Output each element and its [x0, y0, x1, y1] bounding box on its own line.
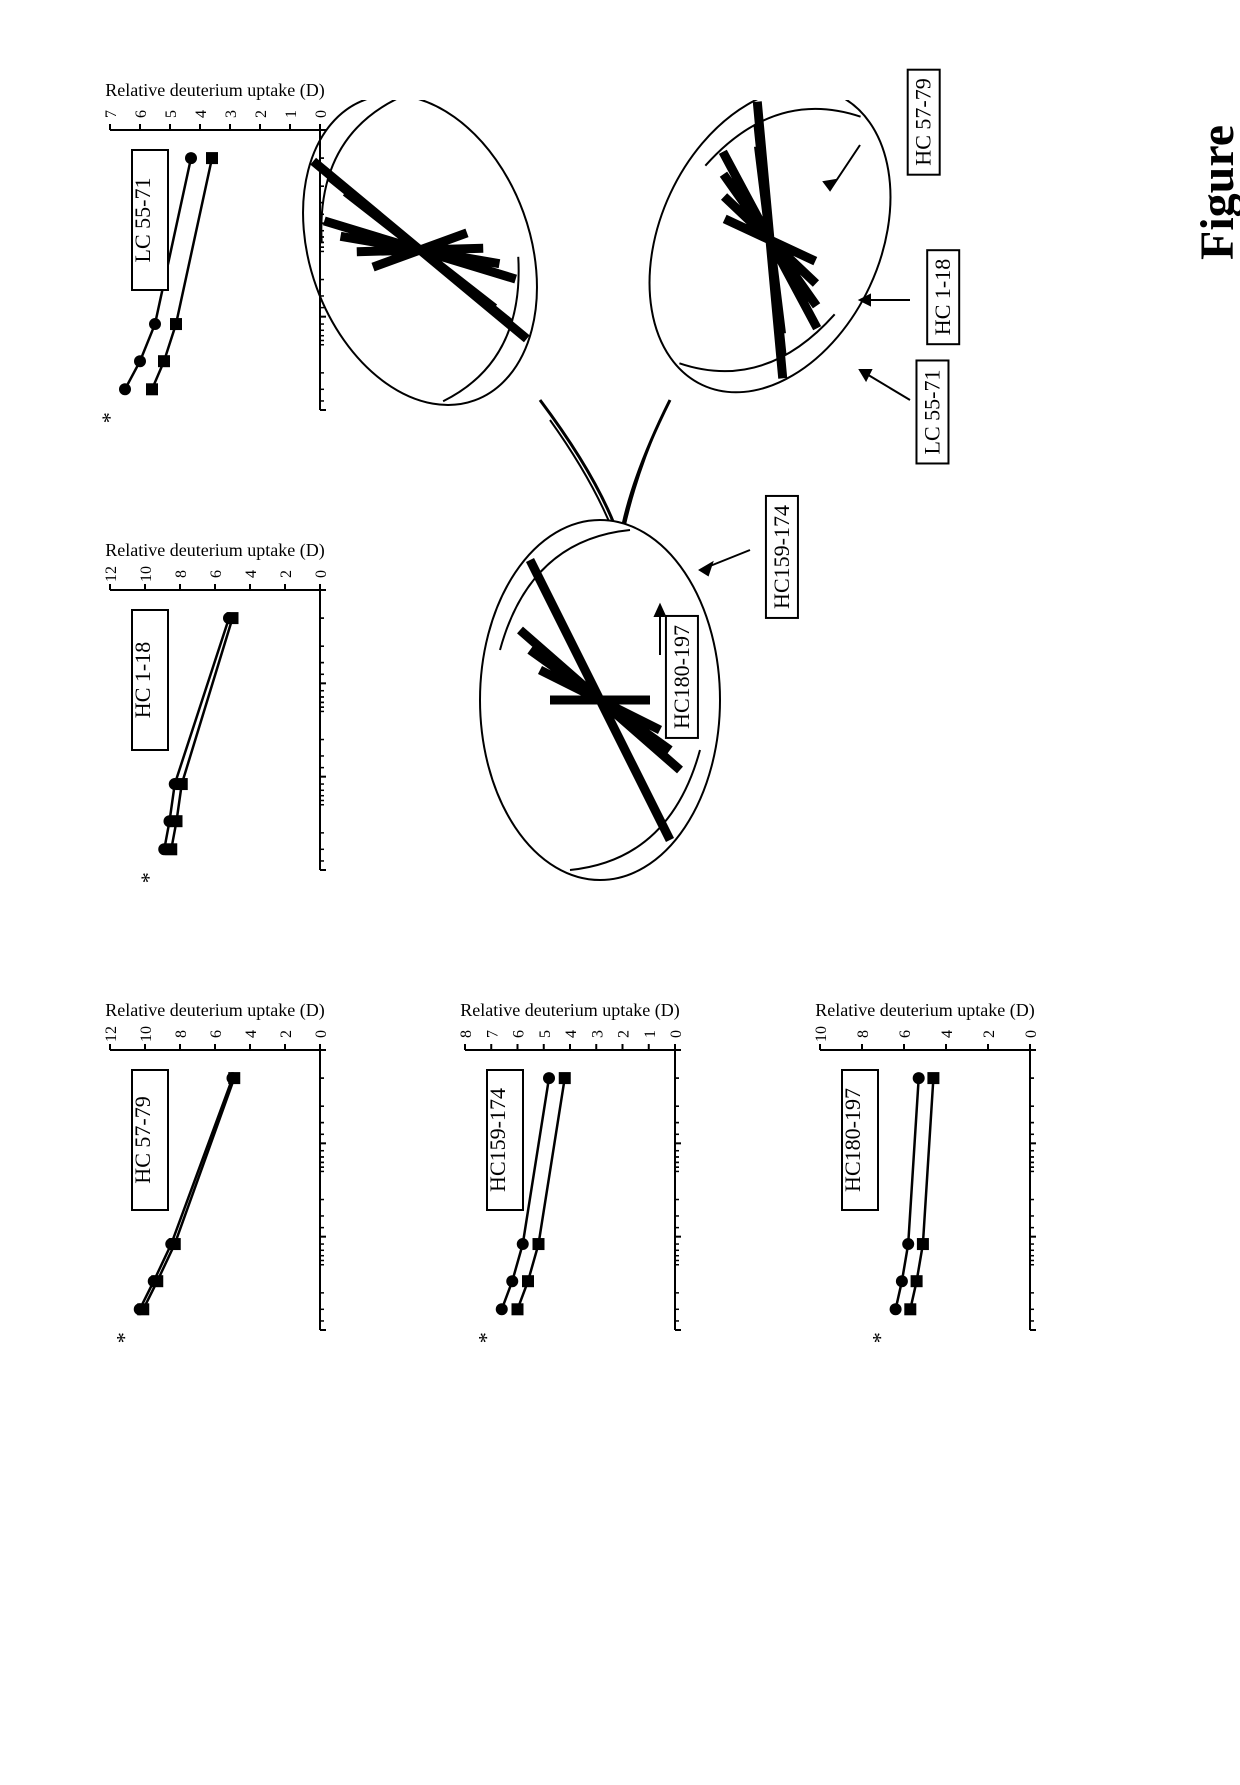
chart-hc57-79: 0246810120.5550500*Relative deuterium up…: [40, 990, 330, 1410]
svg-text:7: 7: [484, 1030, 501, 1038]
svg-text:8: 8: [173, 570, 190, 578]
label-hc57-79: HC 57-79: [907, 68, 941, 175]
svg-text:1: 1: [283, 110, 300, 118]
svg-text:2: 2: [278, 1030, 295, 1038]
svg-text:*: *: [97, 412, 122, 423]
svg-text:4: 4: [243, 570, 260, 578]
svg-text:Relative deuterium uptake (D): Relative deuterium uptake (D): [460, 1000, 679, 1021]
label-hc159-174: HC159-174: [765, 495, 799, 619]
label-hc180-197: HC180-197: [665, 615, 699, 739]
label-hc1-18: HC 1-18: [926, 249, 960, 345]
svg-text:6: 6: [208, 570, 225, 578]
svg-text:*: *: [136, 872, 161, 883]
svg-text:12: 12: [103, 1026, 120, 1042]
svg-text:0: 0: [668, 1030, 685, 1038]
svg-text:HC 1-18: HC 1-18: [130, 642, 155, 718]
svg-text:*: *: [474, 1332, 499, 1343]
svg-text:10: 10: [813, 1026, 830, 1042]
svg-text:4: 4: [939, 1030, 956, 1038]
svg-text:8: 8: [458, 1030, 475, 1038]
svg-text:Relative deuterium uptake (D): Relative deuterium uptake (D): [105, 80, 324, 101]
svg-text:5: 5: [537, 1030, 554, 1038]
svg-text:8: 8: [855, 1030, 872, 1038]
svg-text:6: 6: [897, 1030, 914, 1038]
svg-text:6: 6: [511, 1030, 528, 1038]
svg-text:HC 57-79: HC 57-79: [130, 1096, 155, 1183]
svg-text:Relative deuterium uptake (D): Relative deuterium uptake (D): [105, 540, 324, 561]
svg-text:10: 10: [138, 566, 155, 582]
chart-hc159-174: 0123456780.5550500*Relative deuterium up…: [395, 990, 685, 1410]
svg-text:3: 3: [223, 110, 240, 118]
chart-hc180-197: 02468100.5550500*Relative deuterium upta…: [750, 990, 1040, 1410]
svg-text:3: 3: [589, 1030, 606, 1038]
svg-text:0: 0: [313, 110, 330, 118]
svg-text:12: 12: [103, 566, 120, 582]
svg-text:HC159-174: HC159-174: [485, 1088, 510, 1192]
label-lc55-71: LC 55-71: [915, 360, 949, 465]
svg-text:2: 2: [253, 110, 270, 118]
svg-text:7: 7: [103, 110, 120, 118]
svg-text:*: *: [868, 1332, 893, 1343]
chart-lc55-71: 012345670.5550500*Relative deuterium upt…: [40, 70, 330, 490]
svg-text:Relative deuterium uptake (D): Relative deuterium uptake (D): [105, 1000, 324, 1021]
svg-text:HC180-197: HC180-197: [840, 1088, 865, 1192]
svg-text:2: 2: [278, 570, 295, 578]
svg-text:0: 0: [313, 570, 330, 578]
svg-text:LC 55-71: LC 55-71: [130, 178, 155, 263]
svg-text:0: 0: [313, 1030, 330, 1038]
svg-text:4: 4: [193, 110, 210, 118]
svg-text:2: 2: [616, 1030, 633, 1038]
svg-text:Relative deuterium uptake (D): Relative deuterium uptake (D): [815, 1000, 1034, 1021]
svg-text:1: 1: [642, 1030, 659, 1038]
chart-hc1-18: 0246810120.5550500*Relative deuterium up…: [40, 530, 330, 950]
svg-text:5: 5: [163, 110, 180, 118]
svg-text:2: 2: [981, 1030, 998, 1038]
svg-text:6: 6: [133, 110, 150, 118]
svg-text:8: 8: [173, 1030, 190, 1038]
svg-text:4: 4: [563, 1030, 580, 1038]
svg-text:10: 10: [138, 1026, 155, 1042]
figure-title: Figure 2: [1190, 125, 1240, 260]
svg-text:6: 6: [208, 1030, 225, 1038]
svg-text:4: 4: [243, 1030, 260, 1038]
protein-structure-diagram: [300, 100, 940, 920]
svg-text:*: *: [112, 1332, 137, 1343]
svg-text:0: 0: [1023, 1030, 1040, 1038]
